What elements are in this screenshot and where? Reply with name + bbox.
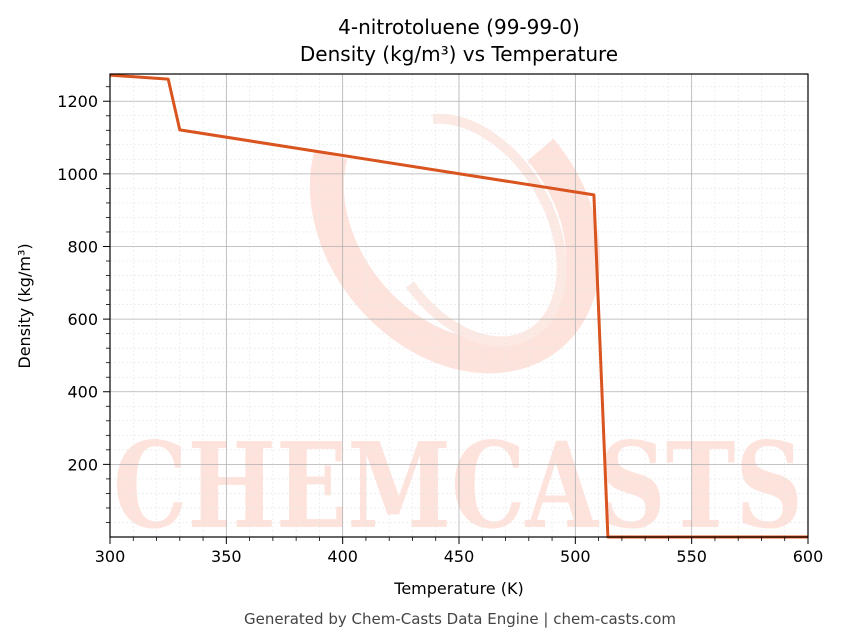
x-tick-label: 350 [211,547,242,566]
watermark: CHEMCASTS [113,70,803,555]
x-tick-label: 550 [676,547,707,566]
watermark-text: CHEMCASTS [113,416,803,555]
chart-subtitle: Density (kg/m³) vs Temperature [300,42,618,66]
x-tick-label: 450 [444,547,475,566]
watermark-logo-icon [309,70,601,374]
chart-title: 4-nitrotoluene (99-99-0) [338,15,580,39]
x-tick-label: 500 [560,547,591,566]
y-tick-label: 1200 [57,92,98,111]
y-tick-label: 600 [67,310,98,329]
footer-credit: Generated by Chem-Casts Data Engine | ch… [244,610,676,628]
major-grid [110,74,808,537]
x-tick-label: 300 [95,547,126,566]
y-tick-label: 800 [67,237,98,256]
x-tick-label: 600 [793,547,824,566]
y-tick-label: 1000 [57,165,98,184]
x-axis: 300 350 400 450 500 550 600 [95,537,824,566]
x-tick-label: 400 [327,547,358,566]
y-tick-label: 200 [67,455,98,474]
y-axis: 200 400 600 800 1000 1200 [57,86,110,523]
y-tick-label: 400 [67,383,98,402]
y-axis-label: Density (kg/m³) [15,243,34,368]
x-axis-label: Temperature (K) [393,579,523,598]
